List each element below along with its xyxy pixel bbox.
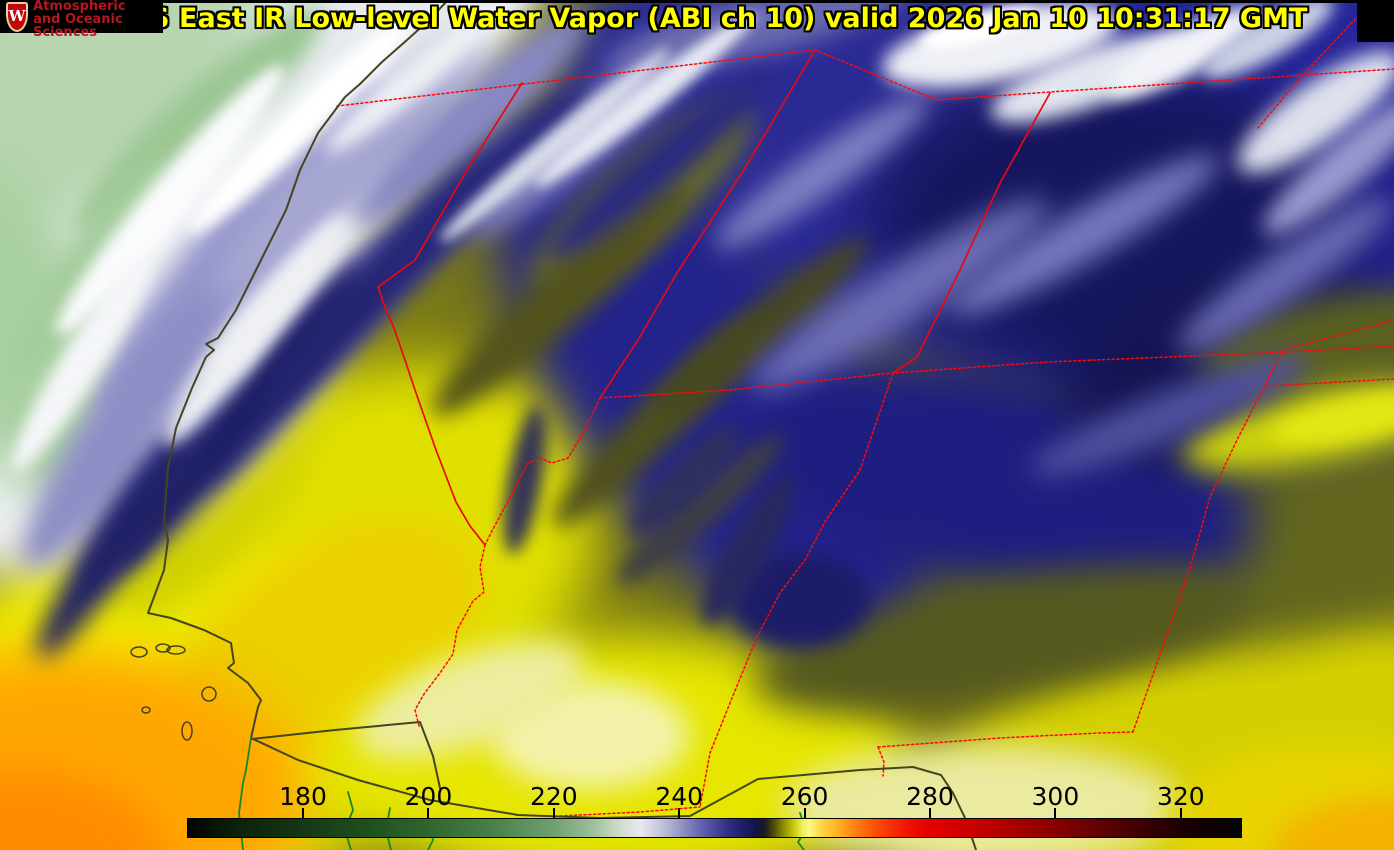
state-boundary-dotted xyxy=(484,397,601,546)
coastline xyxy=(250,737,977,850)
colorbar-tick-label: 280 xyxy=(906,782,954,811)
state-boundary-dotted xyxy=(877,746,885,777)
colorbar-tick xyxy=(302,808,304,818)
state-boundary xyxy=(377,82,523,546)
colorbar-tick xyxy=(678,808,681,818)
top-right-data-gap xyxy=(1357,0,1394,42)
logo-line1: Atmospheric xyxy=(33,0,126,14)
state-boundary-dotted xyxy=(599,345,1394,399)
colorbar-tick-label: 180 xyxy=(279,782,327,811)
colorbar-tick-label: 240 xyxy=(655,782,704,811)
uw-crest-icon: W xyxy=(6,1,29,32)
island xyxy=(130,646,148,658)
island xyxy=(155,643,171,653)
island xyxy=(166,645,186,655)
colorbar-gradient xyxy=(187,818,1242,838)
island xyxy=(181,721,193,741)
state-boundary-dotted xyxy=(699,372,894,808)
colorbar-tick-label: 200 xyxy=(404,782,453,811)
state-boundary-dotted xyxy=(1282,319,1394,351)
colorbar-tick-label: 320 xyxy=(1156,782,1205,811)
colorbar: 180 200 220 240 260 280 300 320 xyxy=(187,784,1242,850)
state-boundary-dotted xyxy=(877,731,1134,748)
logo-department-line: Department of xyxy=(33,0,163,1)
island xyxy=(201,686,217,702)
state-boundary-dotted xyxy=(1132,349,1284,733)
state-boundary-dotted xyxy=(814,49,938,101)
coastline xyxy=(251,721,441,789)
top-border-strip xyxy=(163,0,1394,3)
colorbar-tick-label: 220 xyxy=(529,782,578,811)
colorbar-tick xyxy=(427,808,430,818)
colorbar-tick xyxy=(1179,808,1182,818)
coastline xyxy=(147,0,449,739)
logo-text: Department of Atmospheric and Oceanic Sc… xyxy=(33,0,163,39)
colorbar-tick xyxy=(552,808,555,818)
crest-letter: W xyxy=(8,7,26,25)
colorbar-tick-label: 300 xyxy=(1031,782,1080,811)
colorbar-tick-label: 260 xyxy=(780,782,829,811)
state-boundary xyxy=(599,49,816,399)
state-boundary-dotted xyxy=(336,49,816,107)
colorbar-tick xyxy=(803,808,806,818)
state-boundary xyxy=(892,92,1051,374)
product-title: GOES East IR Low-level Water Vapor (ABI … xyxy=(86,3,1308,34)
state-boundary-dotted xyxy=(936,68,1394,101)
uw-aos-logo: W Department of Atmospheric and Oceanic … xyxy=(0,0,163,39)
state-boundary-dotted xyxy=(414,544,486,727)
colorbar-tick xyxy=(1054,808,1057,818)
colorbar-tick xyxy=(929,808,931,818)
island xyxy=(141,706,151,714)
logo-line2: and Oceanic Sciences xyxy=(33,12,123,40)
state-boundary-dotted xyxy=(1266,378,1394,387)
